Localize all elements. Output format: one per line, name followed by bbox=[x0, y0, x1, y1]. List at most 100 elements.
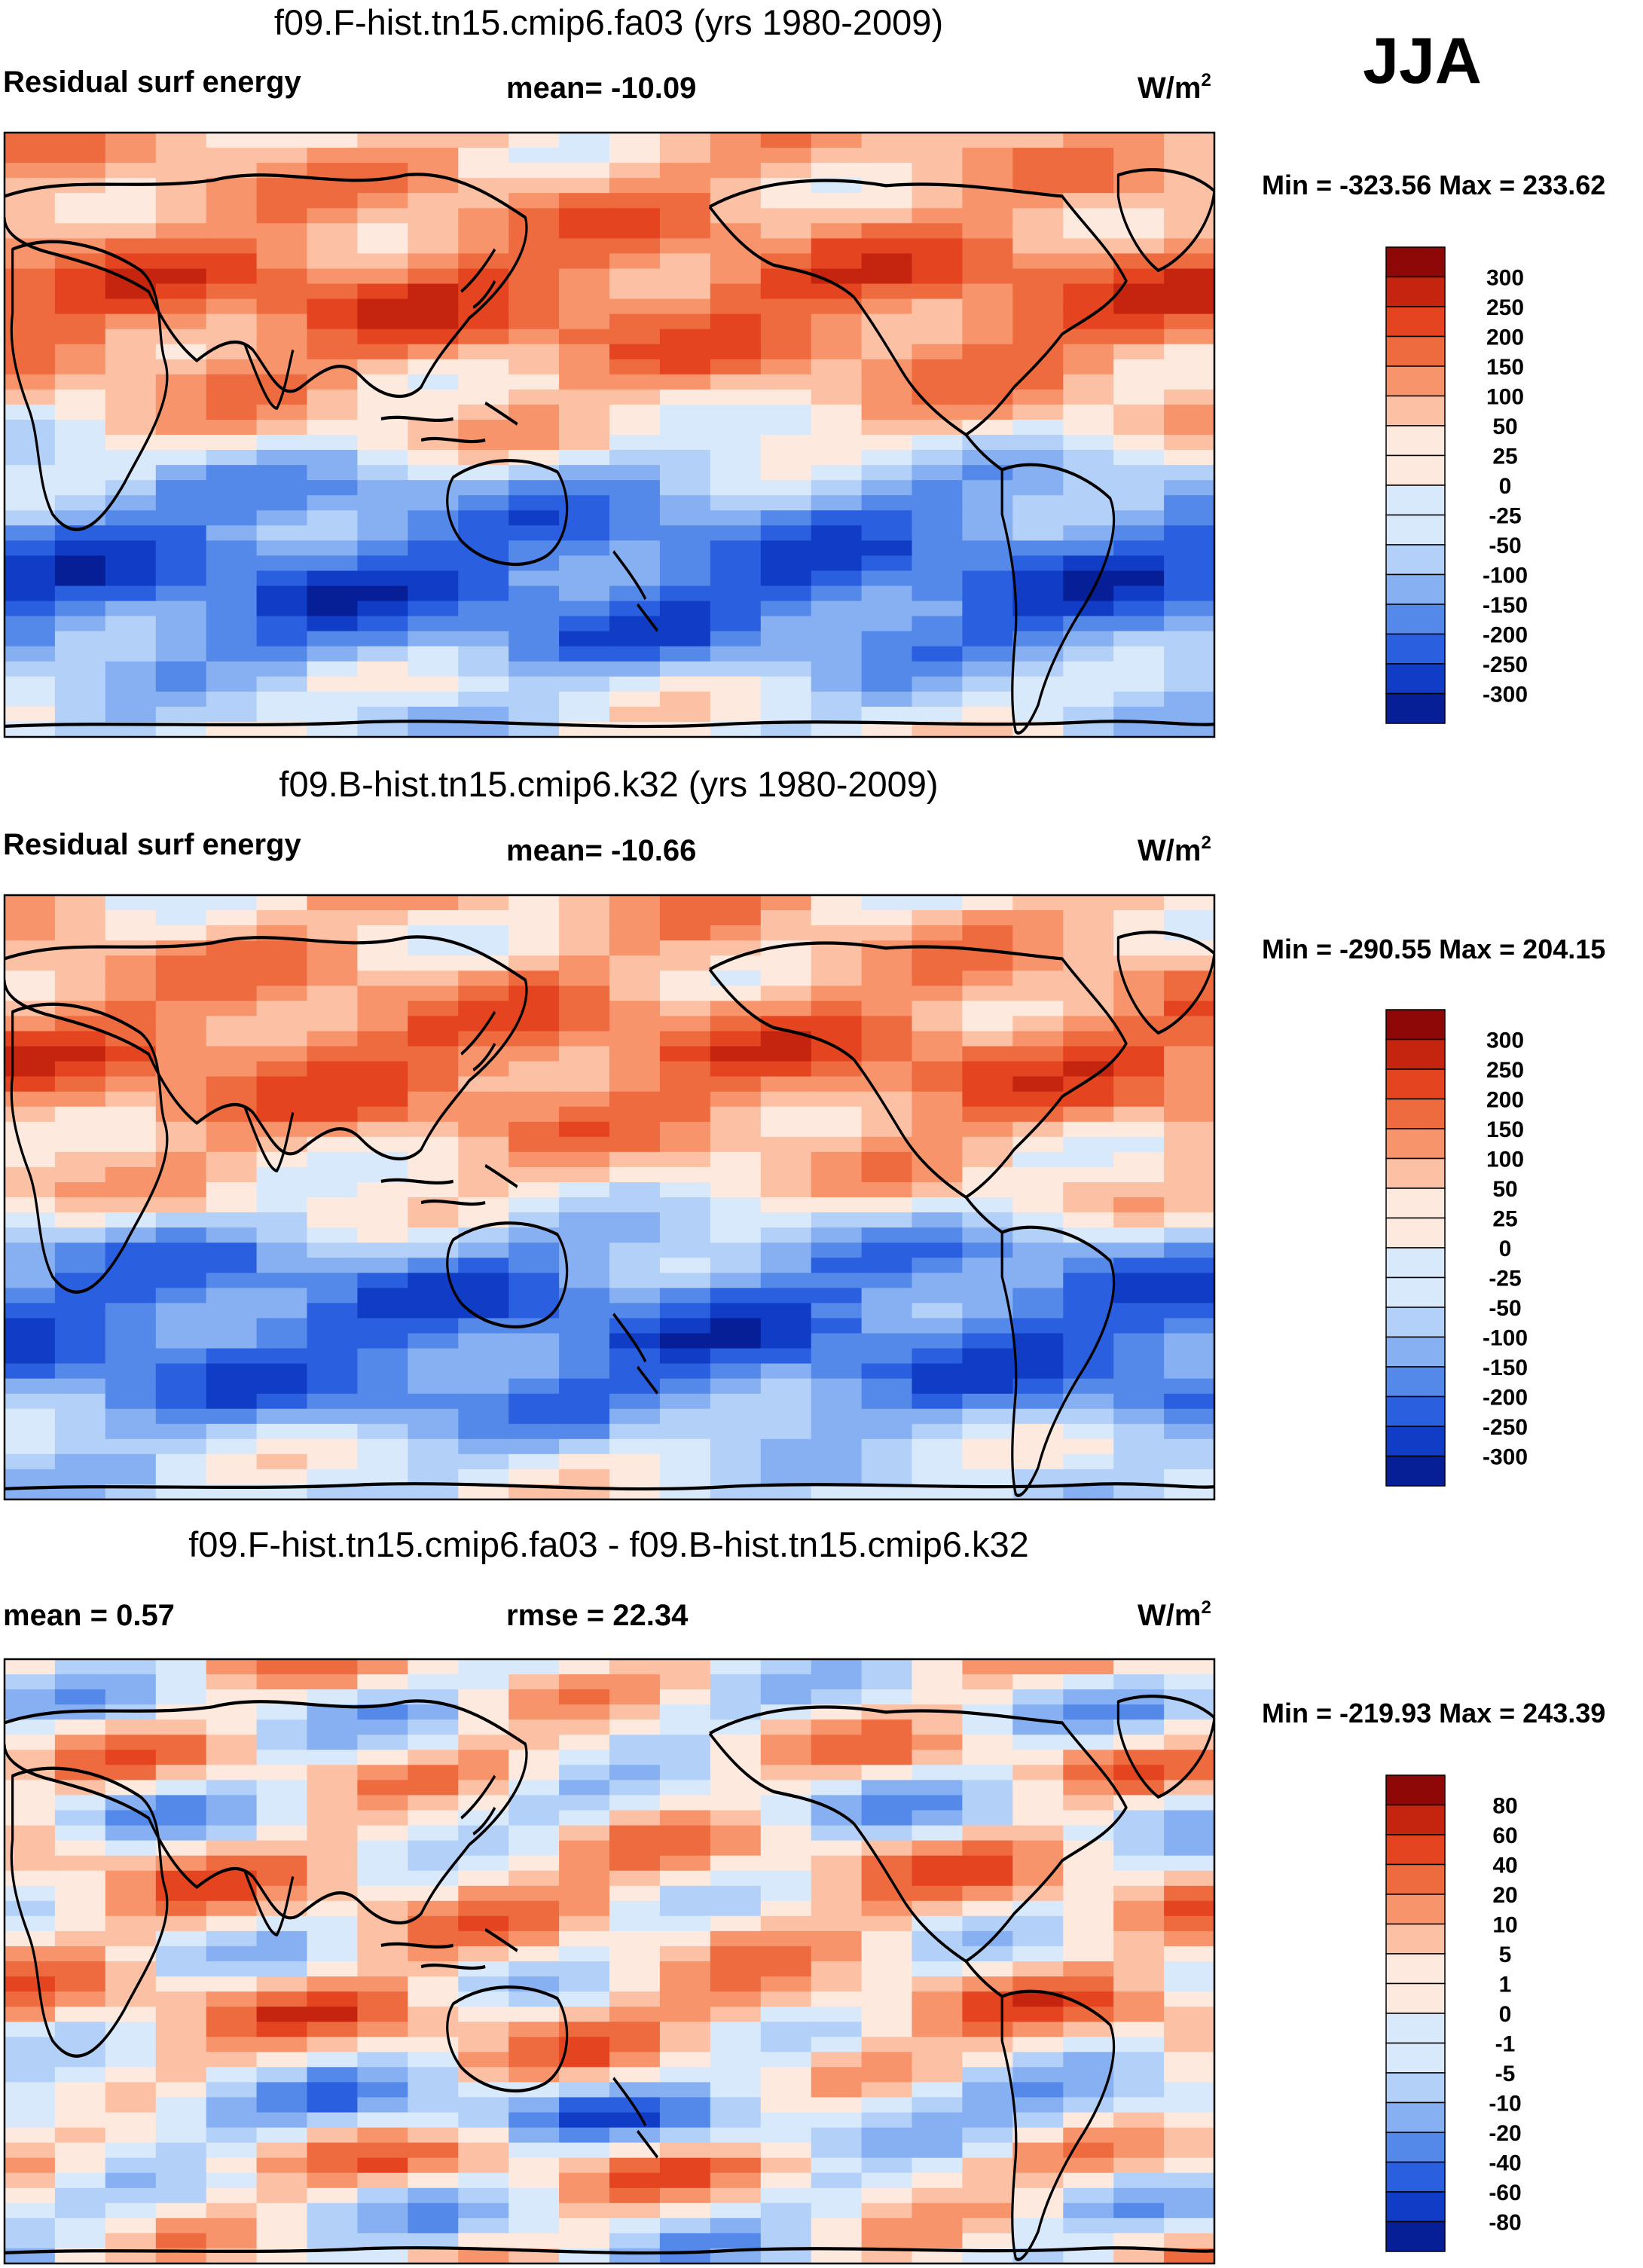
field-cell bbox=[559, 389, 610, 405]
field-cell bbox=[54, 283, 106, 300]
field-cell bbox=[912, 722, 964, 737]
field-cell bbox=[559, 1423, 610, 1440]
field-cell bbox=[508, 2082, 560, 2098]
field-cell bbox=[609, 344, 661, 360]
field-cell bbox=[155, 465, 207, 481]
field-cell bbox=[559, 1243, 610, 1259]
field-cell bbox=[458, 2218, 509, 2234]
field-cell bbox=[559, 1136, 610, 1153]
field-cell bbox=[861, 1915, 913, 1932]
field-cell bbox=[559, 2218, 610, 2234]
field-cell bbox=[609, 1961, 661, 1977]
field-cell bbox=[659, 1151, 711, 1168]
colorbar-tick-label: -300 bbox=[1483, 1445, 1528, 1470]
field-cell bbox=[760, 2187, 812, 2204]
field-cell bbox=[508, 895, 560, 911]
field-cell bbox=[155, 1870, 207, 1887]
field-cell bbox=[1012, 1136, 1064, 1153]
field-cell bbox=[1063, 1976, 1114, 1992]
field-cell bbox=[760, 2097, 812, 2114]
field-cell bbox=[5, 435, 56, 451]
field-cell bbox=[1164, 450, 1214, 466]
field-cell bbox=[357, 133, 409, 148]
field-cell bbox=[811, 1885, 863, 1902]
field-cell bbox=[811, 1016, 863, 1032]
field-cell bbox=[710, 178, 762, 194]
field-cell bbox=[609, 706, 661, 723]
field-cell bbox=[256, 1061, 308, 1077]
field-cell bbox=[659, 1855, 711, 1872]
field-cell bbox=[54, 970, 106, 987]
field-cell bbox=[861, 450, 913, 466]
field-cell bbox=[105, 1091, 157, 1108]
field-cell bbox=[861, 495, 913, 512]
field-cell bbox=[54, 555, 106, 572]
colorbar-tick-label: -25 bbox=[1489, 1267, 1521, 1291]
field-cell bbox=[962, 1408, 1014, 1425]
field-cell bbox=[861, 1976, 913, 1992]
field-cell bbox=[912, 585, 964, 602]
field-cell bbox=[811, 2248, 863, 2263]
field-cell bbox=[811, 344, 863, 360]
field-cell bbox=[559, 1001, 610, 1017]
field-cell bbox=[1012, 1930, 1064, 1947]
field-cell bbox=[408, 1227, 459, 1243]
field-cell bbox=[1113, 940, 1165, 957]
field-cell bbox=[559, 1765, 610, 1781]
field-cell bbox=[408, 208, 459, 225]
field-cell bbox=[912, 1976, 964, 1992]
field-cell bbox=[609, 329, 661, 345]
field-cell bbox=[5, 1885, 56, 1902]
field-cell bbox=[861, 1136, 913, 1153]
field-cell bbox=[155, 1674, 207, 1690]
field-cell bbox=[811, 1121, 863, 1138]
field-cell bbox=[609, 404, 661, 420]
field-cell bbox=[105, 1750, 157, 1766]
field-cell bbox=[307, 1151, 359, 1168]
field-cell bbox=[256, 1273, 308, 1289]
field-cell bbox=[256, 238, 308, 255]
field-cell bbox=[206, 1719, 258, 1736]
field-cell bbox=[1012, 1016, 1064, 1032]
field-cell bbox=[458, 1016, 509, 1032]
field-cell bbox=[357, 1031, 409, 1047]
field-cell bbox=[1164, 313, 1214, 330]
field-cell bbox=[5, 2187, 56, 2204]
field-cell bbox=[811, 313, 863, 330]
field-cell bbox=[256, 1469, 308, 1485]
field-cell bbox=[1164, 1719, 1214, 1736]
field-cell bbox=[357, 1704, 409, 1721]
field-cell bbox=[1164, 1197, 1214, 1213]
field-cell bbox=[609, 1363, 661, 1380]
field-cell bbox=[710, 1825, 762, 1842]
field-cell bbox=[760, 1061, 812, 1077]
colorbar-box bbox=[1385, 1774, 1446, 1806]
field-cell bbox=[760, 148, 812, 164]
field-cell bbox=[1164, 344, 1214, 360]
field-cell bbox=[1113, 1001, 1165, 1017]
field-cell bbox=[861, 2112, 913, 2129]
field-cell bbox=[962, 2187, 1014, 2204]
field-cell bbox=[408, 2142, 459, 2159]
field-cell bbox=[609, 1976, 661, 1992]
field-cell bbox=[307, 2127, 359, 2144]
field-cell bbox=[1113, 570, 1165, 587]
field-cell bbox=[1164, 1915, 1214, 1932]
field-cell bbox=[1012, 313, 1064, 330]
field-cell bbox=[206, 2202, 258, 2219]
field-cell bbox=[508, 1735, 560, 1751]
field-cell bbox=[1012, 1333, 1064, 1349]
field-cell bbox=[659, 1930, 711, 1947]
field-cell bbox=[458, 420, 509, 436]
field-cell bbox=[1012, 1318, 1064, 1334]
field-cell bbox=[962, 555, 1014, 572]
field-cell bbox=[760, 435, 812, 451]
field-cell bbox=[5, 2082, 56, 2098]
panel-2: f09.B-hist.tn15.cmip6.k32 (yrs 1980-2009… bbox=[3, 764, 1605, 1501]
field-cell bbox=[357, 1151, 409, 1168]
field-cell bbox=[1012, 1363, 1064, 1380]
field-cell bbox=[710, 2233, 762, 2249]
field-cell bbox=[912, 223, 964, 240]
field-cell bbox=[155, 1393, 207, 1410]
field-cell bbox=[1012, 163, 1064, 179]
